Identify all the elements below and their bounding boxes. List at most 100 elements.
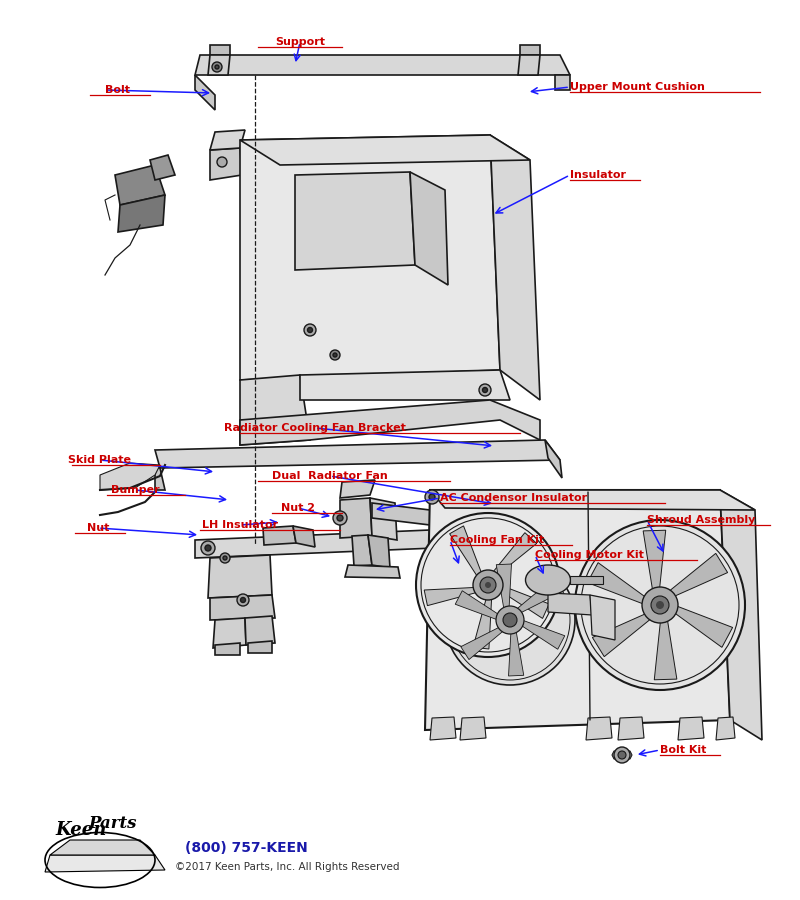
Polygon shape bbox=[455, 590, 501, 620]
Circle shape bbox=[473, 570, 503, 600]
Text: LH Insulator: LH Insulator bbox=[202, 520, 278, 530]
Polygon shape bbox=[570, 576, 603, 584]
Polygon shape bbox=[519, 620, 565, 649]
Circle shape bbox=[416, 513, 560, 657]
Polygon shape bbox=[590, 595, 615, 640]
Polygon shape bbox=[425, 490, 730, 730]
Polygon shape bbox=[100, 463, 160, 490]
Polygon shape bbox=[492, 533, 537, 578]
Circle shape bbox=[651, 596, 669, 614]
Polygon shape bbox=[150, 155, 175, 180]
Polygon shape bbox=[671, 605, 733, 647]
Circle shape bbox=[485, 582, 491, 588]
Polygon shape bbox=[45, 855, 165, 872]
Circle shape bbox=[215, 65, 219, 69]
Circle shape bbox=[642, 587, 678, 623]
Text: Keen: Keen bbox=[55, 821, 106, 839]
Polygon shape bbox=[213, 618, 246, 648]
Polygon shape bbox=[340, 480, 375, 498]
Polygon shape bbox=[587, 562, 649, 605]
Polygon shape bbox=[643, 530, 666, 593]
Polygon shape bbox=[618, 717, 644, 740]
Polygon shape bbox=[490, 135, 540, 400]
Circle shape bbox=[237, 594, 249, 606]
Polygon shape bbox=[410, 172, 448, 285]
Text: Upper Mount Cushion: Upper Mount Cushion bbox=[570, 82, 705, 92]
Circle shape bbox=[503, 613, 517, 627]
Circle shape bbox=[479, 384, 491, 396]
Polygon shape bbox=[352, 535, 372, 566]
Text: Shroud Assembly: Shroud Assembly bbox=[647, 515, 755, 525]
Polygon shape bbox=[215, 643, 240, 655]
Circle shape bbox=[333, 511, 347, 525]
Polygon shape bbox=[498, 585, 549, 618]
Text: Dual  Radiator Fan: Dual Radiator Fan bbox=[272, 471, 388, 481]
Polygon shape bbox=[155, 440, 560, 468]
Polygon shape bbox=[50, 840, 155, 855]
Text: (800) 757-KEEN: (800) 757-KEEN bbox=[185, 841, 308, 855]
Text: Nut 2: Nut 2 bbox=[281, 503, 315, 513]
Polygon shape bbox=[545, 440, 562, 478]
Polygon shape bbox=[293, 526, 315, 547]
Circle shape bbox=[614, 747, 630, 763]
Text: AC Condensor Insulator: AC Condensor Insulator bbox=[440, 493, 587, 503]
Text: Nut: Nut bbox=[87, 523, 109, 533]
Polygon shape bbox=[240, 375, 310, 445]
Text: Bolt Kit: Bolt Kit bbox=[660, 745, 706, 755]
Circle shape bbox=[425, 490, 439, 504]
Text: Cooling Fan Kit: Cooling Fan Kit bbox=[450, 535, 544, 545]
Polygon shape bbox=[520, 45, 540, 55]
Circle shape bbox=[337, 515, 343, 521]
Polygon shape bbox=[115, 165, 165, 205]
Text: ©2017 Keen Parts, Inc. All Rights Reserved: ©2017 Keen Parts, Inc. All Rights Reserv… bbox=[175, 862, 399, 872]
Polygon shape bbox=[245, 616, 275, 645]
Circle shape bbox=[333, 353, 337, 357]
Polygon shape bbox=[195, 530, 435, 558]
Polygon shape bbox=[509, 630, 524, 676]
Circle shape bbox=[330, 350, 340, 360]
Polygon shape bbox=[240, 135, 530, 165]
Polygon shape bbox=[210, 148, 242, 180]
Circle shape bbox=[618, 751, 626, 759]
Text: Parts: Parts bbox=[88, 815, 137, 832]
Circle shape bbox=[304, 324, 316, 336]
Polygon shape bbox=[208, 55, 230, 75]
Circle shape bbox=[217, 157, 227, 167]
Polygon shape bbox=[424, 588, 478, 606]
Polygon shape bbox=[548, 593, 592, 615]
Polygon shape bbox=[460, 717, 486, 740]
Polygon shape bbox=[678, 717, 704, 740]
Polygon shape bbox=[555, 75, 570, 90]
Polygon shape bbox=[496, 564, 511, 610]
Polygon shape bbox=[372, 503, 430, 525]
Polygon shape bbox=[720, 490, 762, 740]
Polygon shape bbox=[612, 751, 632, 759]
Polygon shape bbox=[118, 195, 165, 232]
Circle shape bbox=[575, 520, 745, 690]
Circle shape bbox=[496, 606, 524, 634]
Circle shape bbox=[482, 388, 487, 392]
Circle shape bbox=[212, 62, 222, 72]
Circle shape bbox=[241, 598, 246, 602]
Polygon shape bbox=[430, 510, 450, 530]
Text: Bolt: Bolt bbox=[105, 85, 130, 95]
Text: Radiator Cooling Fan Bracket: Radiator Cooling Fan Bracket bbox=[224, 423, 406, 433]
Polygon shape bbox=[450, 526, 483, 578]
Polygon shape bbox=[210, 595, 275, 620]
Polygon shape bbox=[516, 580, 559, 614]
Circle shape bbox=[205, 545, 211, 551]
Circle shape bbox=[480, 577, 496, 593]
Circle shape bbox=[223, 556, 227, 560]
Polygon shape bbox=[248, 641, 272, 653]
Polygon shape bbox=[667, 554, 728, 598]
Text: Insulator: Insulator bbox=[570, 170, 626, 180]
Polygon shape bbox=[240, 135, 500, 380]
Ellipse shape bbox=[526, 565, 570, 595]
Polygon shape bbox=[430, 717, 456, 740]
Text: Support: Support bbox=[275, 37, 325, 47]
Polygon shape bbox=[461, 626, 504, 660]
Circle shape bbox=[307, 328, 313, 332]
Polygon shape bbox=[518, 55, 540, 75]
Polygon shape bbox=[370, 498, 397, 540]
Text: Skid Plate: Skid Plate bbox=[69, 455, 131, 465]
